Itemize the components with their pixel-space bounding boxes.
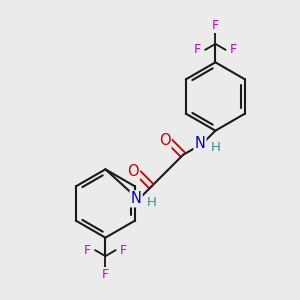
Text: F: F — [84, 244, 91, 257]
Text: O: O — [159, 133, 170, 148]
Text: N: N — [194, 136, 206, 151]
Text: F: F — [194, 43, 201, 56]
Text: F: F — [230, 43, 237, 56]
Text: H: H — [147, 196, 157, 209]
Text: N: N — [131, 191, 142, 206]
Text: F: F — [119, 244, 127, 257]
Text: O: O — [127, 164, 139, 179]
Text: F: F — [102, 268, 109, 281]
Text: H: H — [211, 141, 221, 154]
Text: F: F — [212, 19, 219, 32]
